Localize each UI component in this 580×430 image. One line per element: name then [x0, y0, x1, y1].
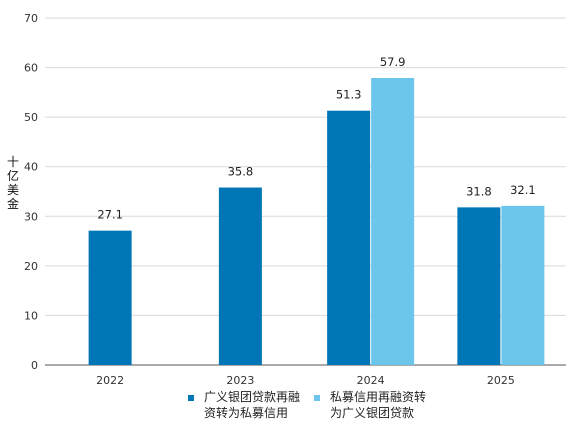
legend: 广义银团贷款再融 资转为私募信用 私募信用再融资转 为广义银团贷款: [188, 389, 426, 421]
bar-series-2-2025: [501, 205, 545, 365]
data-label: 51.3: [336, 88, 362, 102]
legend-label-series-2: 私募信用再融资转 为广义银团贷款: [330, 390, 427, 420]
legend-swatch-series-2: [314, 395, 321, 401]
y-axis-title-char: 亿: [7, 168, 19, 183]
y-axis-ticks: 0 10 20 30 40 50 60 70: [24, 12, 38, 372]
data-labels: 27.1 35.8 51.3 57.9 31.8 32.1: [97, 55, 535, 222]
y-axis-title-char: 金: [7, 196, 19, 211]
y-tick-label: 20: [24, 260, 38, 273]
x-tick-label: 2025: [487, 374, 515, 387]
data-label: 35.8: [228, 165, 254, 179]
bar-series-1-2023: [218, 187, 262, 365]
x-axis-ticks: 2022 2023 2024 2025: [96, 374, 515, 387]
legend-item-series-1: 广义银团贷款再融 资转为私募信用: [188, 389, 300, 421]
data-label: 32.1: [510, 183, 536, 197]
y-tick-label: 50: [24, 111, 38, 124]
y-tick-label: 70: [24, 12, 38, 25]
y-tick-label: 40: [24, 161, 38, 174]
y-axis-title-char: 美: [7, 183, 19, 197]
bar-series-1-2025: [457, 207, 501, 365]
x-tick-label: 2023: [226, 374, 254, 387]
legend-swatch-series-1: [188, 395, 194, 401]
y-tick-label: 60: [24, 62, 38, 75]
bar-series-1-2022: [88, 230, 132, 365]
x-tick-label: 2022: [96, 374, 124, 387]
bar-series-1-2024: [327, 110, 371, 365]
legend-label-series-1: 广义银团贷款再融 资转为私募信用: [204, 390, 301, 420]
y-axis-title-char: 十: [7, 155, 19, 169]
y-tick-label: 10: [24, 309, 38, 322]
legend-item-series-2: 私募信用再融资转 为广义银团贷款: [314, 389, 426, 421]
data-label: 31.8: [466, 184, 492, 198]
x-tick-label: 2024: [357, 374, 385, 387]
bar-series-2-2024: [371, 77, 415, 365]
y-tick-label: 0: [31, 359, 38, 372]
data-label: 27.1: [97, 208, 123, 222]
data-label: 57.9: [380, 55, 406, 69]
gridlines: [45, 17, 566, 366]
y-tick-label: 30: [24, 210, 38, 223]
bars: [88, 77, 545, 365]
